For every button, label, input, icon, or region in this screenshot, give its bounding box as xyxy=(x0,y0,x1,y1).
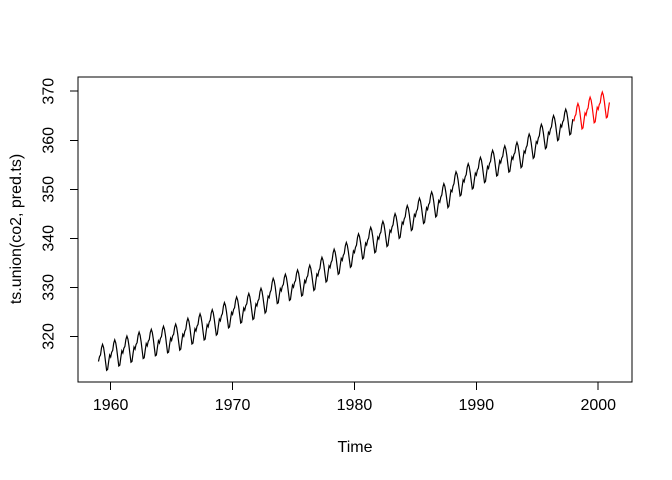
y-axis-title: ts.union(co2, pred.ts) xyxy=(8,153,25,305)
x-tick-label: 1980 xyxy=(337,397,373,414)
x-axis-title: Time xyxy=(337,439,373,456)
y-tick-label: 370 xyxy=(41,78,58,105)
x-tick-label: 1960 xyxy=(93,397,129,414)
y-tick-label: 360 xyxy=(41,127,58,154)
y-tick-label: 350 xyxy=(41,176,58,203)
y-tick-label: 330 xyxy=(41,274,58,301)
x-tick-label: 1970 xyxy=(215,397,251,414)
x-tick-label: 2000 xyxy=(580,397,616,414)
series-line-pred.ts xyxy=(573,90,611,131)
y-tick-label: 320 xyxy=(41,323,58,350)
y-tick-label: 340 xyxy=(41,225,58,252)
x-tick-label: 1990 xyxy=(459,397,495,414)
plot-box xyxy=(77,76,633,383)
series-line-co2 xyxy=(97,107,574,372)
